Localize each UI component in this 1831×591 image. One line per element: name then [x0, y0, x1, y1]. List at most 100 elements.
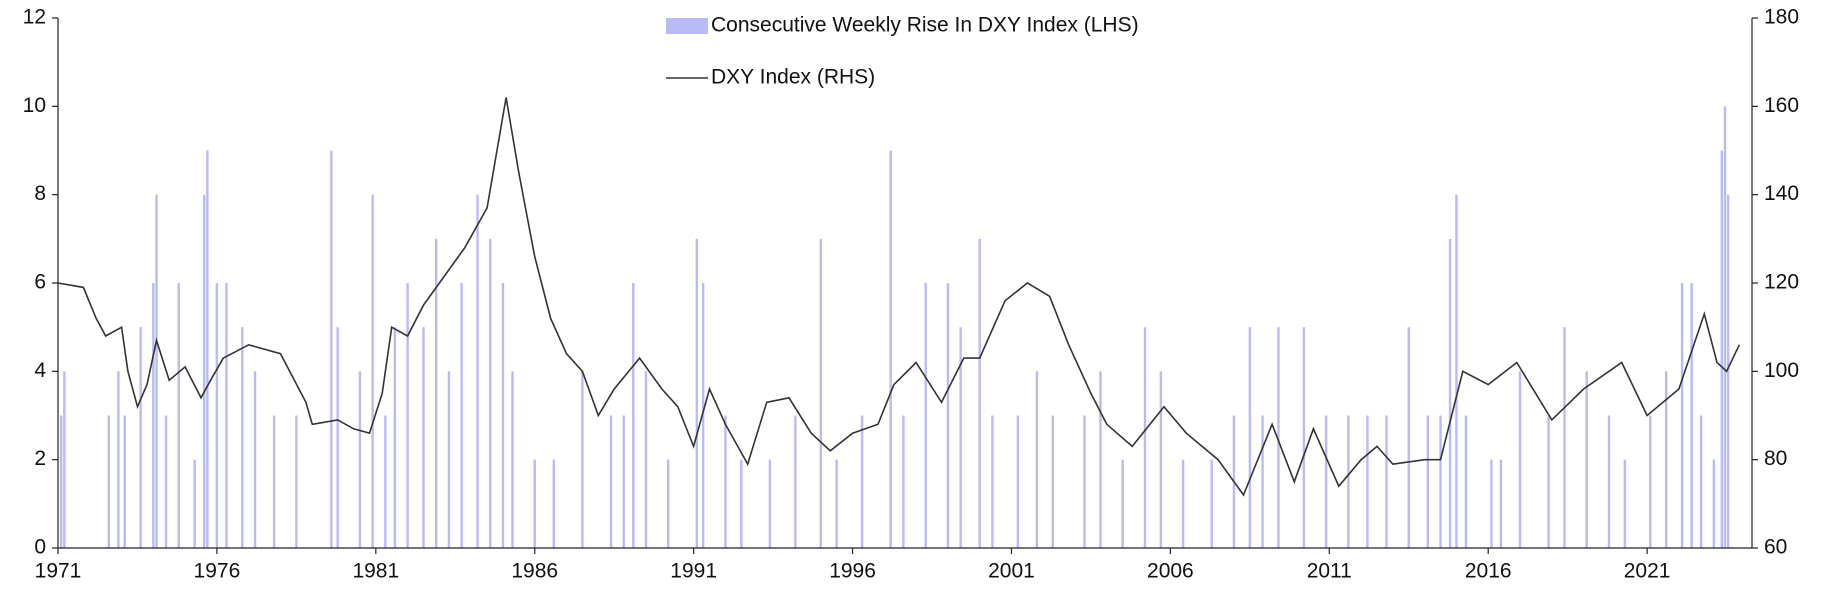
x-tick-label: 1976	[194, 560, 241, 583]
bar	[1159, 371, 1163, 548]
y2-tick-label: 80	[1764, 447, 1787, 470]
bar	[1181, 459, 1185, 548]
bar	[819, 238, 822, 549]
bar	[1699, 415, 1703, 548]
bar	[1347, 415, 1350, 548]
bar	[1649, 415, 1652, 548]
bar	[860, 415, 864, 548]
bar	[330, 150, 333, 548]
bar	[406, 283, 409, 548]
bar	[59, 415, 63, 548]
bar	[1439, 415, 1442, 548]
bar	[1083, 415, 1086, 548]
bar	[701, 283, 705, 548]
legend-label: Consecutive Weekly Rise In DXY Index (LH…	[711, 14, 1139, 37]
bar	[768, 459, 772, 548]
bar	[1664, 371, 1668, 548]
bar	[272, 415, 276, 548]
bar	[215, 283, 219, 548]
bar	[489, 238, 492, 549]
y2-tick-label: 140	[1764, 182, 1799, 205]
bar	[371, 194, 374, 548]
bar	[447, 371, 451, 548]
x-tick-label: 1991	[670, 560, 717, 583]
bar	[724, 415, 727, 548]
bar	[295, 415, 298, 548]
bar	[1261, 415, 1264, 548]
bar	[511, 371, 514, 548]
bar	[667, 459, 670, 548]
bar	[902, 415, 905, 548]
bar	[422, 327, 425, 548]
x-tick-label: 2016	[1465, 560, 1512, 583]
bar	[959, 327, 962, 548]
bar	[1607, 415, 1611, 548]
y-tick-label: 10	[23, 94, 46, 117]
bar	[533, 459, 536, 548]
bar	[924, 283, 927, 548]
bar	[107, 415, 111, 548]
x-tick-label: 1986	[511, 560, 558, 583]
bar	[1547, 415, 1550, 548]
bar	[1210, 459, 1213, 548]
bar	[393, 327, 397, 548]
y2-tick-label: 60	[1764, 536, 1787, 559]
x-tick-label: 2006	[1147, 560, 1194, 583]
bar	[1248, 327, 1252, 548]
bar	[1385, 415, 1388, 548]
bar	[63, 371, 66, 548]
bar	[581, 371, 584, 548]
bar	[1726, 194, 1730, 548]
y-tick-label: 2	[34, 447, 46, 470]
y2-tick-label: 160	[1764, 94, 1799, 117]
x-tick-label: 1971	[35, 560, 82, 583]
bar	[1490, 459, 1493, 548]
y-tick-label: 6	[34, 271, 46, 294]
y-tick-label: 8	[34, 182, 46, 205]
y-tick-label: 0	[34, 536, 46, 559]
bar	[991, 415, 994, 548]
bar	[476, 194, 479, 548]
bar	[1324, 415, 1328, 548]
bar	[794, 415, 797, 548]
bar	[1690, 283, 1693, 548]
bar	[241, 327, 244, 548]
bar	[1366, 415, 1369, 548]
bar	[123, 415, 126, 548]
bar	[1016, 415, 1020, 548]
bar	[1723, 106, 1727, 548]
bar	[193, 459, 196, 548]
y2-tick-label: 100	[1764, 359, 1799, 382]
bar	[152, 283, 155, 548]
bar	[435, 238, 438, 549]
bar	[1426, 415, 1430, 548]
bar	[622, 415, 625, 548]
bar	[1585, 371, 1588, 548]
bar	[1518, 371, 1522, 548]
bar	[384, 415, 387, 548]
line	[57, 97, 1741, 497]
legend-label: DXY Index (RHS)	[711, 66, 875, 89]
bar	[1455, 194, 1458, 548]
bar	[1099, 371, 1102, 548]
bar	[117, 371, 120, 548]
x-tick-label: 1996	[829, 560, 876, 583]
bar	[1407, 327, 1410, 548]
bar	[139, 327, 142, 548]
bar	[978, 238, 981, 549]
y2-tick-label: 180	[1764, 6, 1799, 29]
bar	[946, 283, 950, 548]
bar	[358, 371, 362, 548]
legend-swatch	[666, 18, 708, 34]
bar	[889, 150, 892, 548]
bar	[1121, 459, 1124, 548]
bar	[1720, 150, 1724, 548]
bar	[644, 371, 648, 548]
bar	[1035, 371, 1039, 548]
bar	[740, 459, 743, 548]
bar	[336, 327, 339, 548]
bar	[225, 283, 228, 548]
bar	[1623, 459, 1627, 548]
bar	[177, 283, 180, 548]
